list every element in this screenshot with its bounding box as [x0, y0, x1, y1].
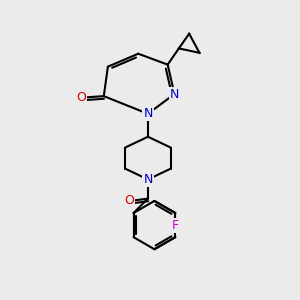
Text: N: N — [170, 88, 179, 100]
Text: O: O — [124, 194, 134, 207]
Text: O: O — [76, 91, 86, 104]
Text: N: N — [143, 107, 153, 120]
Text: F: F — [172, 219, 179, 232]
Text: N: N — [143, 173, 153, 186]
